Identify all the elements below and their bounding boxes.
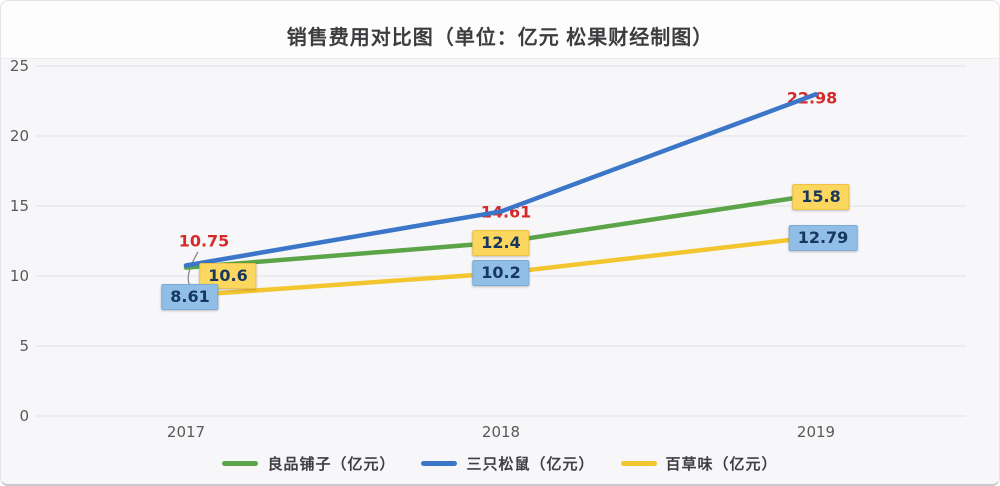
x-tick-label-2017: 2017 [167,423,205,441]
chart-title: 销售费用对比图（单位：亿元 松果财经制图） [286,27,714,49]
data-label-box-15.8: 15.8 [792,183,850,210]
data-label-box-12.4: 12.4 [472,230,530,257]
legend-label: 百草味（亿元） [665,456,778,473]
legend-item-0: 良品铺子（亿元） [222,453,395,474]
data-label-box-10.6: 10.6 [199,262,257,289]
legend-item-2: 百草味（亿元） [620,453,778,474]
y-tick-label-10: 10 [10,267,29,285]
legend-swatch-icon [421,461,458,466]
series-line-1 [183,92,819,268]
y-tick-label-15: 15 [10,197,29,215]
callout-leader-line [187,251,203,289]
legend-item-1: 三只松鼠（亿元） [421,453,594,474]
y-tick-label-0: 0 [19,407,29,425]
data-label-box-10.2: 10.2 [472,260,530,287]
legend-swatch-icon [222,461,259,466]
legend-label: 三只松鼠（亿元） [466,456,595,473]
legend: 良品铺子（亿元） 三只松鼠（亿元） 百草味（亿元） [1,453,999,474]
x-tick-label-2018: 2018 [482,423,520,441]
data-label-box-12.79: 12.79 [788,224,858,251]
y-tick-label-20: 20 [10,127,29,145]
data-label-red-10.75: 10.75 [179,232,230,251]
y-tick-label-5: 5 [19,337,29,355]
legend-label: 良品铺子（亿元） [267,456,396,473]
data-label-box-8.61: 8.61 [161,284,219,311]
legend-swatch-icon [620,461,657,466]
y-tick-label-25: 25 [10,57,29,75]
x-tick-label-2019: 2019 [797,423,835,441]
